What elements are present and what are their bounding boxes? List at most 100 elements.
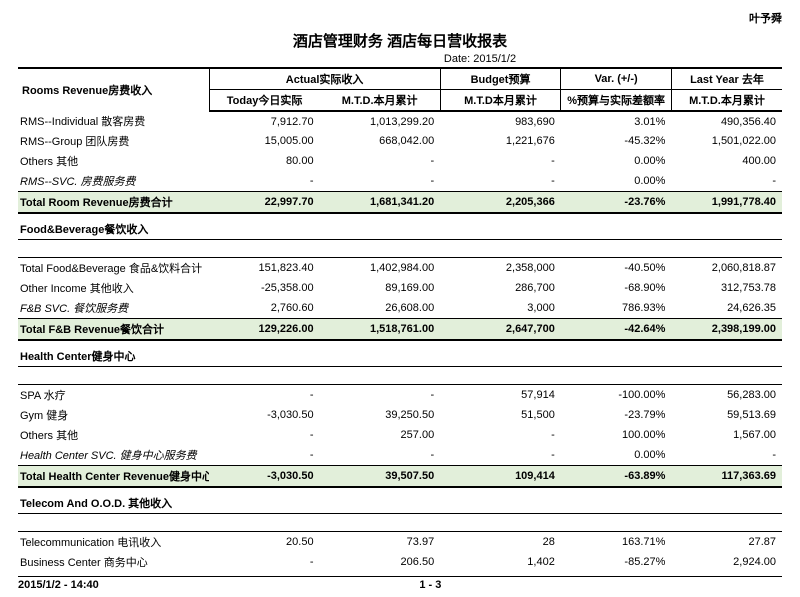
cell-budget: -	[440, 151, 561, 171]
section-header: Health Center健身中心	[18, 346, 209, 367]
col-group-budget: Budget预算	[440, 68, 561, 90]
total-var: -23.76%	[561, 192, 672, 214]
cell-last: -	[671, 171, 782, 192]
cell-budget: 28	[440, 532, 561, 553]
cell-mtd: 1,013,299.20	[320, 111, 441, 131]
cell-var: -40.50%	[561, 258, 672, 279]
cell-budget: 3,000	[440, 298, 561, 319]
cell-last: 24,626.35	[671, 298, 782, 319]
col-mtd: M.T.D.本月累计	[320, 90, 441, 112]
cell-budget: 57,914	[440, 385, 561, 406]
row-label: Health Center SVC. 健身中心服务费	[18, 445, 209, 466]
footer-page: 1 - 3	[99, 579, 722, 591]
col-group-var: Var. (+/-)	[561, 68, 672, 90]
row-label: Total Food&Beverage 食品&饮料合计	[18, 258, 209, 279]
total-today: 22,997.70	[209, 192, 320, 214]
cell-budget: -	[440, 425, 561, 445]
cell-var: -68.90%	[561, 278, 672, 298]
cell-var: -23.79%	[561, 405, 672, 425]
col-var: %预算与实际差额率	[561, 90, 672, 112]
col-budget-mtd: M.T.D本月累计	[440, 90, 561, 112]
row-label: RMS--SVC. 房费服务费	[18, 171, 209, 192]
cell-budget: 2,358,000	[440, 258, 561, 279]
cell-last: 2,924.00	[671, 552, 782, 572]
cell-mtd: -	[320, 385, 441, 406]
total-label: Total Health Center Revenue健身中心合计	[18, 466, 209, 488]
cell-mtd: 257.00	[320, 425, 441, 445]
cell-var: -85.27%	[561, 552, 672, 572]
doc-author: 叶予舜	[18, 10, 782, 26]
cell-mtd: 39,250.50	[320, 405, 441, 425]
total-var: -63.89%	[561, 466, 672, 488]
cell-today: 80.00	[209, 151, 320, 171]
row-label: F&B SVC. 餐饮服务费	[18, 298, 209, 319]
cell-var: 3.01%	[561, 111, 672, 131]
row-label: RMS--Individual 散客房费	[18, 111, 209, 131]
row-label: Business Center 商务中心	[18, 552, 209, 572]
cell-mtd: 668,042.00	[320, 131, 441, 151]
cell-today: -	[209, 445, 320, 466]
cell-today: -	[209, 425, 320, 445]
cell-mtd: -	[320, 171, 441, 192]
cell-last: 56,283.00	[671, 385, 782, 406]
cell-var: 100.00%	[561, 425, 672, 445]
cell-today: -25,358.00	[209, 278, 320, 298]
cell-today: -3,030.50	[209, 405, 320, 425]
cell-var: 786.93%	[561, 298, 672, 319]
cell-var: 0.00%	[561, 171, 672, 192]
cell-today: -	[209, 171, 320, 192]
cell-budget: -	[440, 445, 561, 466]
cell-var: 0.00%	[561, 445, 672, 466]
row-label: Other Income 其他收入	[18, 278, 209, 298]
total-last: 2,398,199.00	[671, 319, 782, 341]
row-label: Others 其他	[18, 151, 209, 171]
cell-today: 2,760.60	[209, 298, 320, 319]
cell-var: 0.00%	[561, 151, 672, 171]
cell-var: -45.32%	[561, 131, 672, 151]
cell-last: 1,567.00	[671, 425, 782, 445]
row-label: Others 其他	[18, 425, 209, 445]
total-budget: 2,647,700	[440, 319, 561, 341]
cell-last: 400.00	[671, 151, 782, 171]
cell-last: 312,753.78	[671, 278, 782, 298]
cell-last: 2,060,818.87	[671, 258, 782, 279]
total-today: 129,226.00	[209, 319, 320, 341]
section-header: Telecom And O.O.D. 其他收入	[18, 493, 209, 514]
cell-budget: 1,221,676	[440, 131, 561, 151]
cell-budget: -	[440, 171, 561, 192]
total-budget: 2,205,366	[440, 192, 561, 214]
cell-var: 163.71%	[561, 532, 672, 553]
row-label: Gym 健身	[18, 405, 209, 425]
cell-mtd: 26,608.00	[320, 298, 441, 319]
cell-budget: 1,402	[440, 552, 561, 572]
page-footer: 2015/1/2 - 14:40 1 - 3	[18, 576, 782, 591]
cell-mtd: 89,169.00	[320, 278, 441, 298]
section-header-rooms: Rooms Revenue房费收入	[18, 68, 209, 111]
cell-last: 490,356.40	[671, 111, 782, 131]
total-last: 1,991,778.40	[671, 192, 782, 214]
footer-timestamp: 2015/1/2 - 14:40	[18, 579, 99, 591]
cell-mtd: -	[320, 445, 441, 466]
cell-mtd: 1,402,984.00	[320, 258, 441, 279]
cell-last: 1,501,022.00	[671, 131, 782, 151]
total-mtd: 1,518,761.00	[320, 319, 441, 341]
total-label: Total F&B Revenue餐饮合计	[18, 319, 209, 341]
cell-var: -100.00%	[561, 385, 672, 406]
cell-mtd: 73.97	[320, 532, 441, 553]
cell-mtd: -	[320, 151, 441, 171]
row-label: RMS--Group 团队房费	[18, 131, 209, 151]
cell-budget: 983,690	[440, 111, 561, 131]
report-date: Date: 2015/1/2	[18, 53, 782, 65]
cell-today: -	[209, 385, 320, 406]
total-var: -42.64%	[561, 319, 672, 341]
report-title: 酒店管理财务 酒店每日营收报表	[18, 30, 782, 51]
total-budget: 109,414	[440, 466, 561, 488]
cell-last: 59,513.69	[671, 405, 782, 425]
cell-budget: 51,500	[440, 405, 561, 425]
cell-last: 27.87	[671, 532, 782, 553]
col-group-last: Last Year 去年	[671, 68, 782, 90]
row-label: SPA 水疗	[18, 385, 209, 406]
total-mtd: 39,507.50	[320, 466, 441, 488]
col-today: Today今日实际	[209, 90, 320, 112]
cell-today: 7,912.70	[209, 111, 320, 131]
